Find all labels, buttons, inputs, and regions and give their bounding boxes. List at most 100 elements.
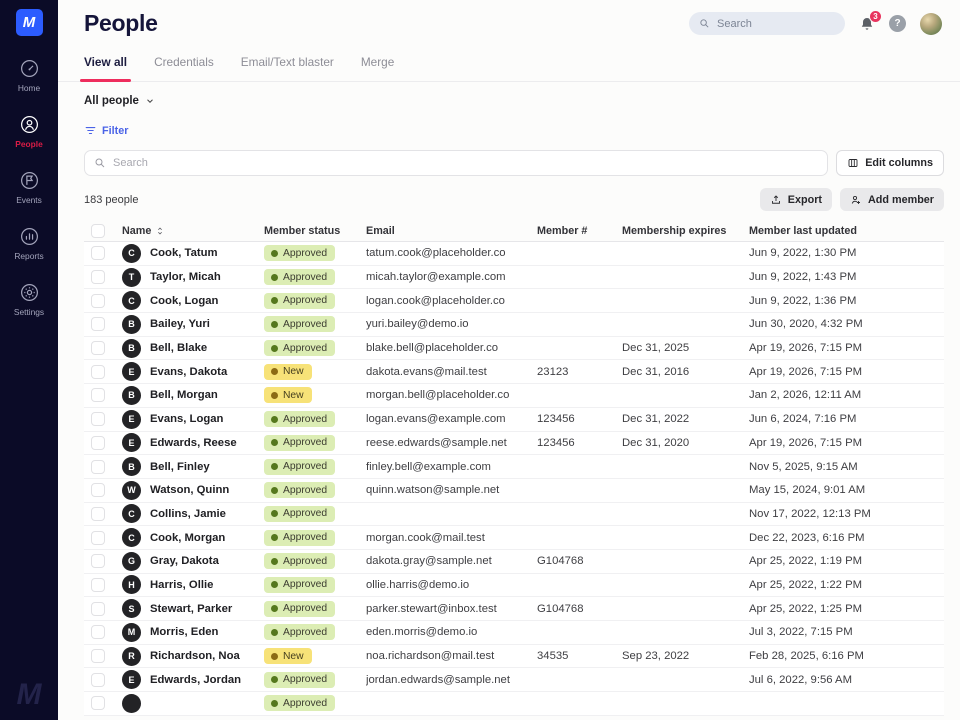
status-dot-icon [271,321,278,328]
table-actions: Export Add member [760,188,944,211]
filter-button[interactable]: Filter [84,124,128,137]
row-checkbox[interactable] [91,507,105,521]
table-row[interactable]: B Bell, Morgan New morgan.bell@placehold… [84,384,944,408]
status-badge: Approved [264,340,335,356]
row-checkbox[interactable] [91,460,105,474]
row-checkbox[interactable] [91,673,105,687]
table-row[interactable]: C Cook, Morgan Approved morgan.cook@mail… [84,526,944,550]
status-label: New [283,390,304,401]
table-toolbar: Edit columns [84,150,944,176]
member-email: jordan.edwards@sample.net [366,674,537,686]
row-checkbox[interactable] [91,649,105,663]
table-row[interactable]: W Watson, Quinn Approved quinn.watson@sa… [84,479,944,503]
row-checkbox[interactable] [91,625,105,639]
app-logo-letter: M [23,14,36,31]
row-checkbox[interactable] [91,341,105,355]
status-label: Approved [283,556,327,567]
membership-expires: Dec 31, 2022 [622,413,749,425]
table-row[interactable]: C Collins, Jamie Approved Nov 17, 2022, … [84,503,944,527]
row-checkbox[interactable] [91,294,105,308]
table-row[interactable]: E Edwards, Jordan Approved jordan.edward… [84,668,944,692]
row-checkbox[interactable] [91,246,105,260]
table-row[interactable]: G Gray, Dakota Approved dakota.gray@samp… [84,550,944,574]
sidebar-item-home[interactable]: Home [0,52,58,99]
row-checkbox[interactable] [91,317,105,331]
table-row[interactable]: C Cook, Tatum Approved tatum.cook@placeh… [84,242,944,266]
table-row[interactable]: M Morris, Eden Approved eden.morris@demo… [84,621,944,645]
row-checkbox[interactable] [91,602,105,616]
table-row[interactable]: E Edwards, Reese Approved reese.edwards@… [84,432,944,456]
table-row[interactable]: B Bailey, Yuri Approved yuri.bailey@demo… [84,313,944,337]
columns-icon [847,157,859,169]
edit-columns-button[interactable]: Edit columns [836,150,944,176]
sidebar-item-settings[interactable]: Settings [0,276,58,323]
column-header-member-last-updated[interactable]: Member last updated [749,225,944,237]
table-row[interactable]: B Bell, Blake Approved blake.bell@placeh… [84,337,944,361]
column-header-name[interactable]: Name [122,225,264,237]
member-email: dakota.gray@sample.net [366,555,537,567]
table-row[interactable]: T Taylor, Micah Approved micah.taylor@ex… [84,266,944,290]
sidebar-item-reports[interactable]: Reports [0,220,58,267]
tab-credentials[interactable]: Credentials [154,55,214,81]
segment-dropdown[interactable]: All people [84,95,155,107]
status-badge: Approved [264,553,335,569]
row-checkbox[interactable] [91,696,105,710]
row-checkbox[interactable] [91,436,105,450]
row-checkbox[interactable] [91,412,105,426]
table-row[interactable]: E Evans, Dakota New dakota.evans@mail.te… [84,360,944,384]
table-header-row: Name Member status Email Member # Member… [84,220,944,242]
help-button[interactable]: ? [889,15,906,32]
sidebar-item-events[interactable]: Events [0,164,58,211]
global-search-input[interactable]: Search [689,12,845,35]
member-email: tatum.cook@placeholder.co [366,247,537,259]
tab-merge[interactable]: Merge [361,55,394,81]
member-number: 123456 [537,437,622,449]
status-dot-icon [271,605,278,612]
tab-view-all[interactable]: View all [84,55,127,81]
row-checkbox[interactable] [91,388,105,402]
member-avatar: B [122,386,141,405]
member-name: Cook, Tatum [150,247,218,259]
status-badge: Approved [264,506,335,522]
table-row[interactable]: H Harris, Ollie Approved ollie.harris@de… [84,574,944,598]
notifications-button[interactable]: 3 [859,16,875,32]
membership-expires: Dec 31, 2025 [622,342,749,354]
table-search[interactable] [84,150,828,176]
tab-email-text-blaster[interactable]: Email/Text blaster [241,55,334,81]
row-checkbox[interactable] [91,270,105,284]
select-all-checkbox[interactable] [91,224,105,238]
status-label: Approved [283,295,327,306]
member-last-updated: Apr 19, 2026, 7:15 PM [749,342,944,354]
sidebar-item-people[interactable]: People [0,108,58,155]
table-row[interactable]: C Cook, Logan Approved logan.cook@placeh… [84,289,944,313]
table-row[interactable]: B Bell, Finley Approved finley.bell@exam… [84,455,944,479]
member-email: logan.cook@placeholder.co [366,295,537,307]
add-member-button[interactable]: Add member [840,188,944,211]
sidebar-item-label: People [15,139,42,149]
row-checkbox[interactable] [91,554,105,568]
row-checkbox[interactable] [91,531,105,545]
table-row[interactable]: S Stewart, Parker Approved parker.stewar… [84,597,944,621]
row-checkbox[interactable] [91,365,105,379]
table-row[interactable]: R Richardson, Noa New noa.richardson@mai… [84,645,944,669]
user-avatar[interactable] [920,13,942,35]
export-button[interactable]: Export [760,188,832,211]
sort-icon[interactable] [155,226,165,236]
status-dot-icon [271,416,278,423]
app-logo[interactable]: M [16,9,43,36]
table-search-input[interactable] [113,157,818,169]
row-checkbox[interactable] [91,483,105,497]
table-row[interactable]: Approved [84,692,944,716]
column-header-email[interactable]: Email [366,225,537,237]
row-checkbox[interactable] [91,578,105,592]
column-header-membership-expires[interactable]: Membership expires [622,225,749,237]
column-header-member-number[interactable]: Member # [537,225,622,237]
status-label: Approved [283,319,327,330]
status-badge: New [264,648,312,664]
member-number: G104768 [537,603,622,615]
member-name: Gray, Dakota [150,555,219,567]
table-row[interactable]: E Evans, Logan Approved logan.evans@exam… [84,408,944,432]
member-last-updated: Apr 25, 2022, 1:19 PM [749,555,944,567]
column-header-member-status[interactable]: Member status [264,225,366,237]
status-badge: Approved [264,435,335,451]
